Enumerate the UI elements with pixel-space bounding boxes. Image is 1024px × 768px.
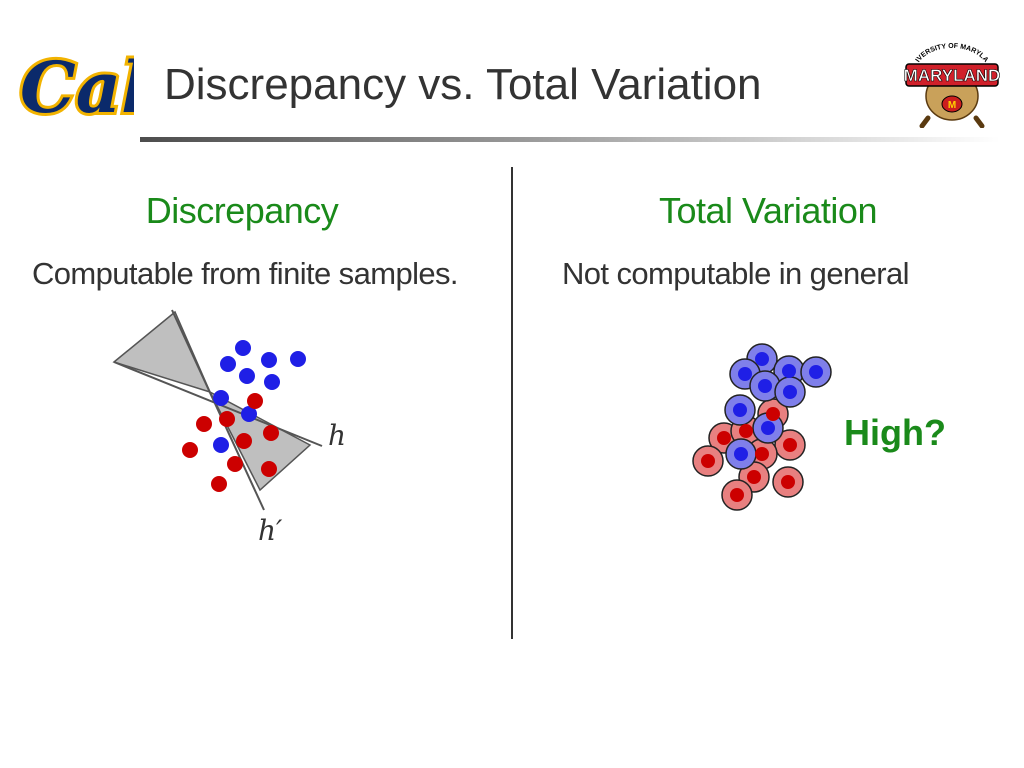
red-point — [211, 476, 227, 492]
blue-point — [235, 340, 251, 356]
red-core-points — [701, 407, 797, 502]
red-point — [227, 456, 243, 472]
blue-point — [733, 403, 747, 417]
red-point — [261, 461, 277, 477]
discrepancy-heading: Discrepancy — [145, 190, 339, 231]
terrapin-shield-letter: M — [948, 100, 956, 111]
red-points — [182, 393, 279, 492]
blue-point — [761, 421, 775, 435]
blue-point — [290, 351, 306, 367]
total-variation-description: Not computable in general — [562, 256, 909, 291]
red-point — [717, 431, 731, 445]
discrepancy-diagram: h h′ — [100, 300, 380, 560]
terrapin-legs — [919, 115, 985, 129]
cal-logo-outline: Cal — [20, 46, 134, 129]
red-point — [766, 407, 780, 421]
red-point — [236, 433, 252, 449]
blue-point — [738, 367, 752, 381]
red-point — [219, 411, 235, 427]
blue-core-points — [733, 352, 823, 461]
discrepancy-description: Computable from finite samples. — [32, 256, 459, 291]
blue-point — [758, 379, 772, 393]
blue-point — [220, 356, 236, 372]
red-point — [783, 438, 797, 452]
total-variation-heading: Total Variation — [659, 190, 877, 231]
blue-point — [264, 374, 280, 390]
red-point — [747, 470, 761, 484]
label-h: h — [328, 419, 346, 452]
total-variation-diagram — [680, 330, 840, 530]
title-underline — [140, 137, 1000, 142]
label-h-prime: h′ — [258, 514, 283, 547]
hypothesis-line-h-prime — [171, 309, 265, 511]
blue-point — [809, 365, 823, 379]
column-divider — [511, 167, 513, 639]
blue-point — [755, 352, 769, 366]
terrapin-shield — [941, 95, 963, 113]
maryland-logo: UNIVERSITY OF MARYLAND M MARYLAND — [895, 31, 1006, 129]
blue-point — [241, 406, 257, 422]
blue-point — [213, 437, 229, 453]
blue-point — [239, 368, 255, 384]
blue-point — [261, 352, 277, 368]
blue-point — [213, 390, 229, 406]
red-point — [182, 442, 198, 458]
maryland-banner-text: MARYLAND — [904, 66, 1001, 85]
cal-logo-text: Cal — [20, 46, 134, 129]
disagreement-region-upper — [112, 310, 212, 394]
blue-point — [734, 447, 748, 461]
red-point — [739, 424, 753, 438]
red-point — [781, 475, 795, 489]
red-point — [755, 447, 769, 461]
maryland-banner — [905, 63, 999, 87]
blue-points — [213, 340, 306, 453]
blue-point — [782, 364, 796, 378]
cal-logo: Cal Cal — [17, 40, 151, 132]
red-point — [263, 425, 279, 441]
maryland-logo-arc-text: UNIVERSITY OF MARYLAND — [898, 36, 989, 64]
red-point — [730, 488, 744, 502]
blue-point — [783, 385, 797, 399]
disagreement-region-lower — [208, 390, 312, 492]
red-point — [701, 454, 715, 468]
red-point — [247, 393, 263, 409]
red-point — [196, 416, 212, 432]
high-callout: High? — [844, 412, 946, 453]
page-title: Discrepancy vs. Total Variation — [164, 60, 762, 109]
